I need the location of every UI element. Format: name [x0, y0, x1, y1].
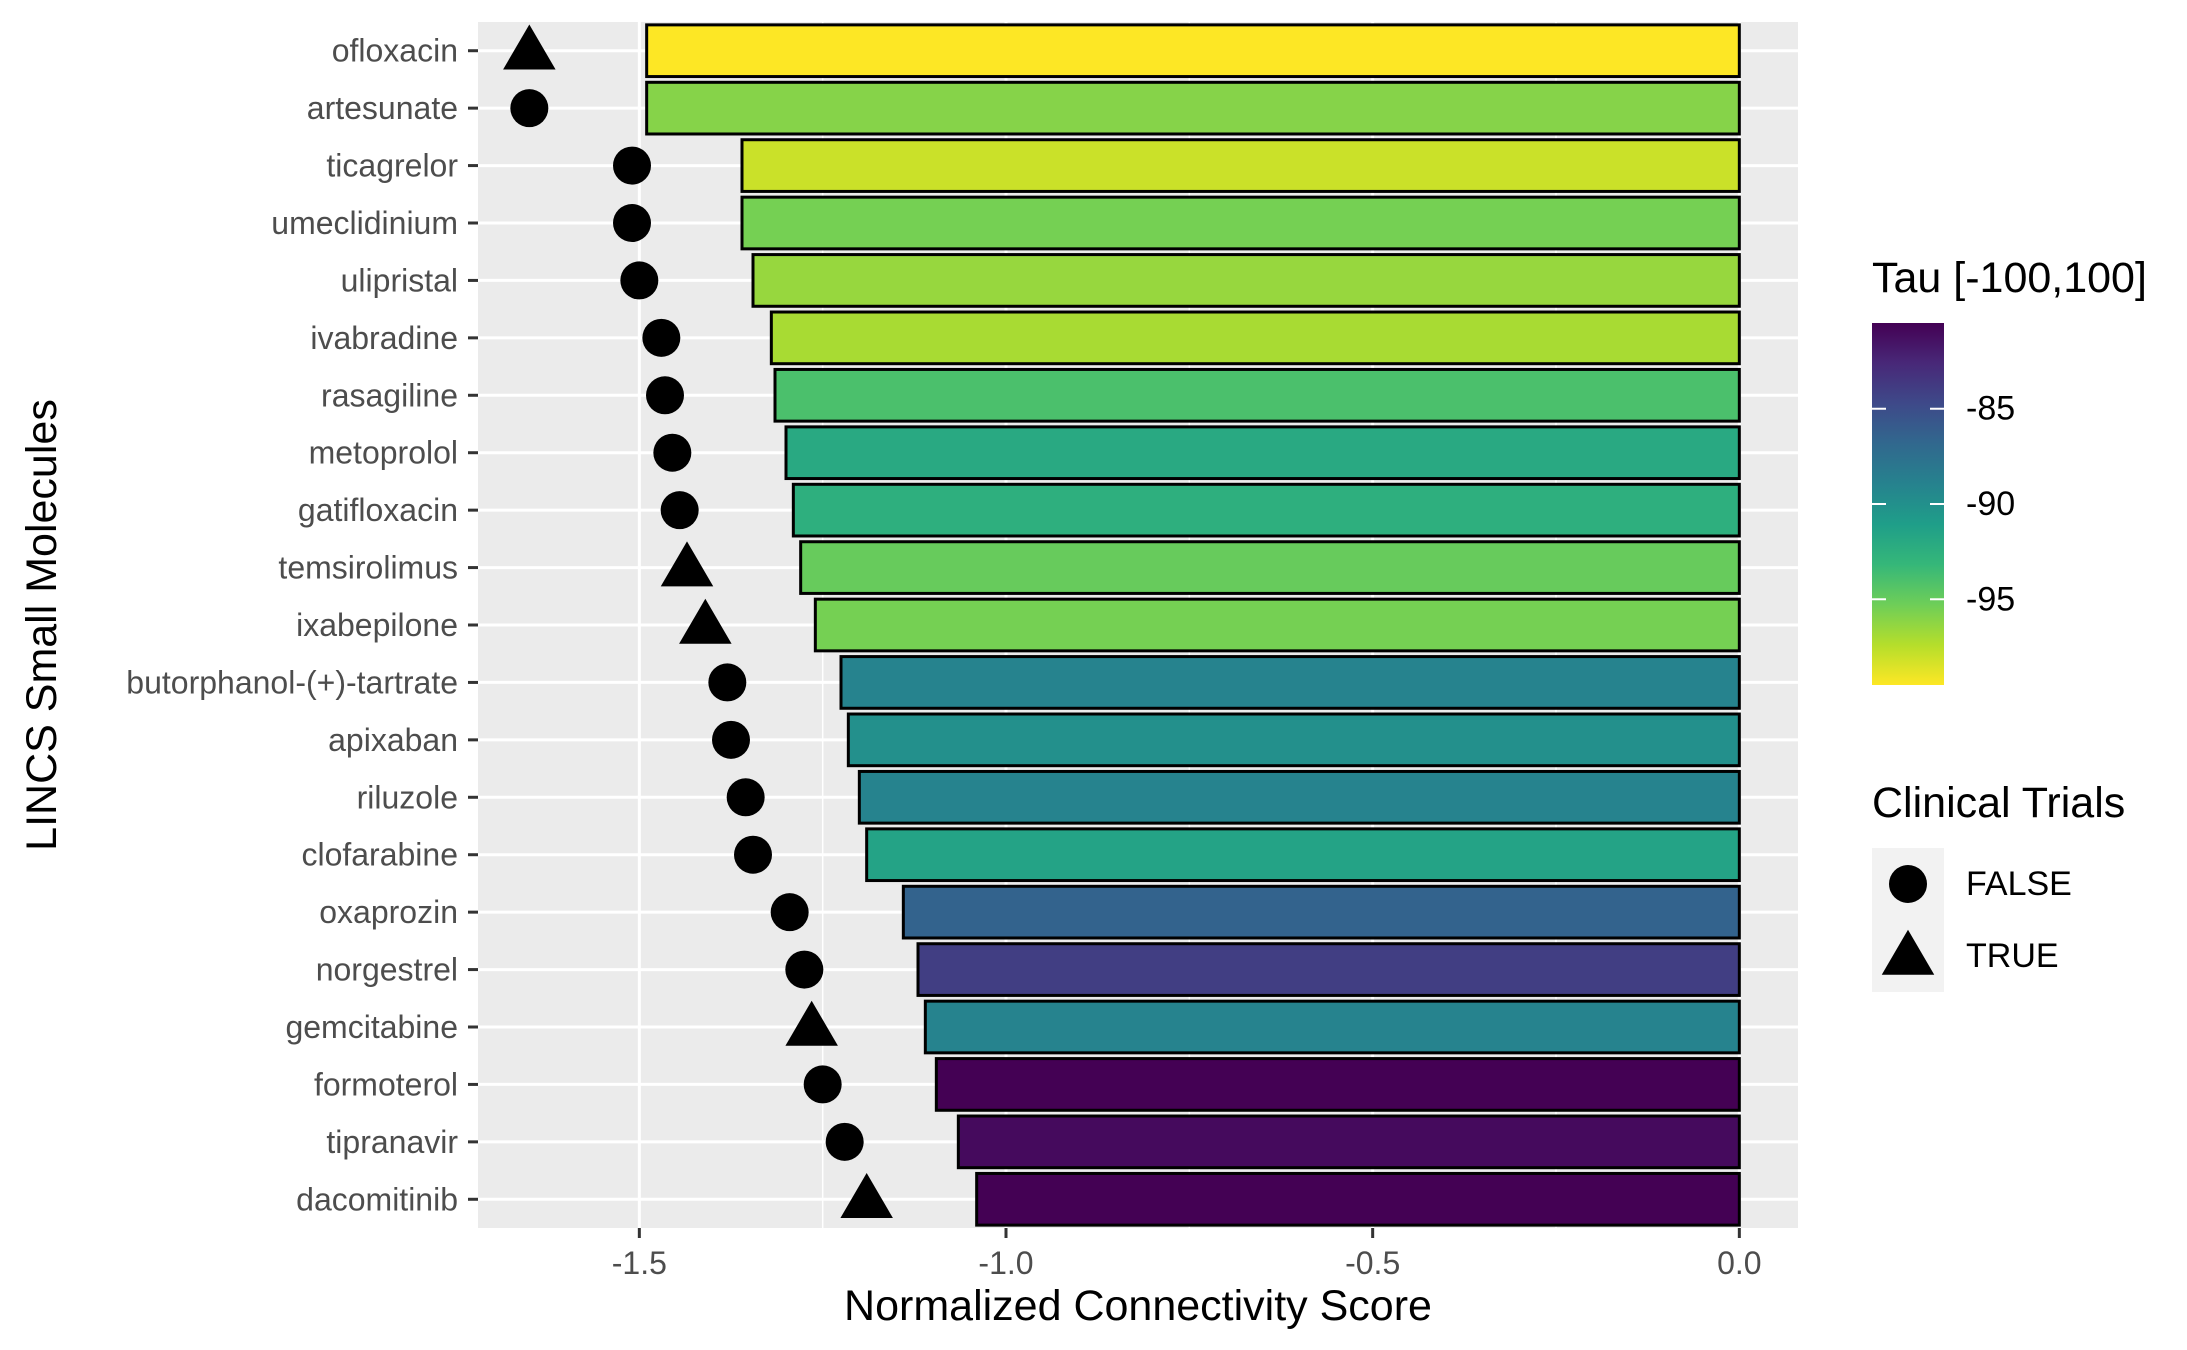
markers	[503, 24, 893, 1219]
y-tick-label: ticagrelor	[326, 148, 458, 184]
y-tick-label: gatifloxacin	[298, 492, 458, 528]
legend-label: FALSE	[1966, 865, 2072, 903]
bar-gatifloxacin	[791, 482, 1741, 538]
marker-circle-artesunate	[510, 89, 549, 128]
y-tick-label: clofarabine	[301, 837, 458, 873]
y-axis: ofloxacin artesunate ticagrelor umeclidiniu…	[126, 33, 478, 1217]
colorbar-tick-label: -95	[1966, 580, 2015, 618]
bar-norgestrel	[916, 942, 1741, 997]
legend-colorbar: Tau [-100,100] -85 -90 -95	[1872, 254, 2147, 685]
y-tick-label: artesunate	[307, 90, 458, 126]
bar-temsirolimus	[799, 540, 1741, 595]
marker-circle-apixaban	[712, 720, 750, 759]
marker-circle-formoterol	[803, 1065, 842, 1104]
colorbar-tick-label: -85	[1966, 390, 2015, 428]
colorbar-title: Tau [-100,100]	[1872, 254, 2147, 302]
bar-clofarabine	[865, 827, 1741, 883]
marker-circle-ivabradine	[642, 318, 681, 357]
y-tick-label: rasagiline	[321, 377, 458, 413]
bar-umeclidinium	[740, 195, 1741, 251]
y-tick-label: dacomitinib	[296, 1181, 458, 1217]
y-tick-label: umeclidinium	[271, 205, 458, 241]
bar-oxaprozin	[901, 884, 1741, 940]
y-tick-label: ofloxacin	[332, 33, 458, 69]
bar-ofloxacin	[645, 23, 1741, 79]
bar-ticagrelor	[740, 138, 1741, 193]
bar-butorphanol-(+)-tartrate	[839, 655, 1741, 710]
marker-triangle-ofloxacin	[503, 24, 556, 70]
marker-triangle-ixabepilone	[679, 598, 732, 644]
marker-circle-ticagrelor	[613, 146, 651, 185]
marker-circle-riluzole	[726, 778, 765, 817]
legend-shapes: Clinical Trials FALSE TRUE	[1872, 779, 2125, 992]
bar-tipranavir	[956, 1114, 1741, 1170]
x-tick-label: -1.5	[612, 1245, 667, 1281]
bar-ixabepilone	[813, 597, 1741, 653]
marker-circle-butorphanol-(+)-tartrate	[708, 663, 747, 702]
y-tick-label: temsirolimus	[278, 550, 458, 586]
x-axis: -1.5 -1.0 -0.5 0.0	[612, 1228, 1762, 1281]
marker-triangle-dacomitinib	[840, 1173, 893, 1219]
y-tick-label: ivabradine	[310, 320, 458, 356]
bar-rasagiline	[773, 367, 1741, 423]
bar-formoterol	[934, 1057, 1741, 1112]
bar-gemcitabine	[923, 999, 1741, 1055]
legend-triangle-icon	[1881, 929, 1935, 975]
marker-circle-rasagiline	[646, 376, 684, 415]
bar-ulipristal	[751, 253, 1741, 308]
marker-triangle-gemcitabine	[785, 1000, 838, 1046]
marker-circle-tipranavir	[825, 1122, 864, 1161]
marker-circle-oxaprozin	[770, 893, 809, 932]
bar-ivabradine	[769, 310, 1741, 366]
y-tick-label: formoterol	[314, 1066, 458, 1102]
y-tick-label: ixabepilone	[296, 607, 458, 643]
legend-label: TRUE	[1966, 937, 2059, 975]
x-tick-label: -1.0	[978, 1245, 1033, 1281]
y-tick-label: gemcitabine	[285, 1009, 458, 1045]
marker-circle-norgestrel	[785, 950, 824, 989]
y-tick-label: riluzole	[357, 779, 458, 815]
marker-circle-ulipristal	[620, 261, 659, 300]
legend-circle-icon	[1889, 865, 1927, 903]
y-tick-label: ulipristal	[341, 262, 458, 298]
y-tick-label: norgestrel	[316, 952, 458, 988]
x-tick-label: 0.0	[1717, 1245, 1761, 1281]
y-tick-label: tipranavir	[326, 1124, 458, 1160]
colorbar-tick-label: -90	[1966, 485, 2015, 523]
y-tick-label: metoprolol	[309, 435, 458, 471]
marker-circle-umeclidinium	[613, 204, 651, 242]
bar-artesunate	[645, 80, 1741, 136]
x-tick-label: -0.5	[1345, 1245, 1400, 1281]
bars	[645, 23, 1741, 1227]
marker-circle-clofarabine	[734, 835, 772, 874]
marker-triangle-temsirolimus	[660, 541, 714, 587]
y-axis-title: LINCS Small Molecules	[18, 399, 66, 851]
bar-dacomitinib	[975, 1171, 1741, 1227]
y-tick-label: apixaban	[328, 722, 458, 758]
bar-metoprolol	[784, 425, 1741, 481]
y-tick-label: butorphanol-(+)-tartrate	[126, 664, 458, 700]
shapes-legend-title: Clinical Trials	[1872, 779, 2125, 827]
marker-circle-gatifloxacin	[660, 491, 699, 530]
bar-riluzole	[857, 769, 1741, 825]
marker-circle-metoprolol	[653, 433, 692, 472]
x-axis-title: Normalized Connectivity Score	[844, 1282, 1432, 1330]
bar-apixaban	[846, 712, 1741, 768]
y-tick-label: oxaprozin	[319, 894, 458, 930]
